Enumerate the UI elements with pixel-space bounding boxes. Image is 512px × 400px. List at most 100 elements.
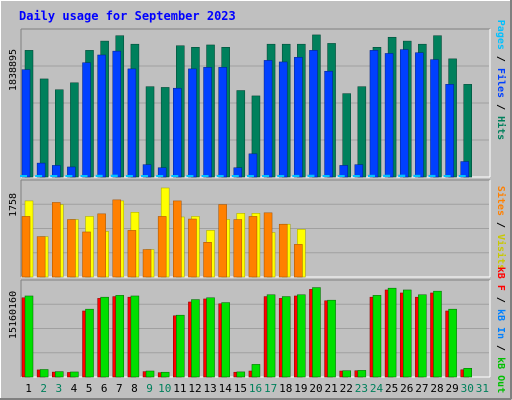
bar-pages bbox=[246, 175, 254, 177]
x-tick-label: 6 bbox=[101, 382, 108, 395]
bar-kb-out bbox=[448, 308, 457, 378]
bar-sites bbox=[294, 244, 303, 278]
bar-files bbox=[82, 62, 91, 178]
bar-sites bbox=[173, 200, 182, 278]
x-tick-label: 2 bbox=[40, 382, 47, 395]
bar-sites bbox=[82, 231, 91, 278]
x-tick-label: 9 bbox=[146, 382, 153, 395]
bar-kb-out bbox=[236, 371, 246, 378]
bar-hits bbox=[342, 93, 351, 178]
bar-pages bbox=[277, 174, 285, 177]
bar-sites bbox=[248, 216, 258, 278]
x-tick-label: 14 bbox=[219, 382, 233, 395]
panel-hits-files-pages bbox=[20, 28, 491, 178]
bar-kb-out bbox=[55, 371, 64, 378]
x-tick-label: 24 bbox=[370, 382, 384, 395]
bar-files bbox=[218, 67, 227, 178]
bar-hits bbox=[55, 89, 64, 178]
bar-pages bbox=[20, 175, 27, 177]
bar-kb-out bbox=[387, 287, 397, 378]
legend-part: kB Out bbox=[495, 357, 506, 393]
bar-kb-out bbox=[342, 370, 351, 378]
bar-hits bbox=[357, 86, 367, 178]
bar-pages bbox=[458, 175, 466, 177]
x-tick-label: 23 bbox=[355, 382, 368, 395]
bar-kb-out bbox=[24, 295, 34, 378]
bar-kb-out bbox=[191, 299, 200, 378]
bar-files bbox=[324, 70, 333, 178]
legend-part: Hits bbox=[495, 116, 507, 140]
x-tick-label: 16 bbox=[249, 382, 262, 395]
bar-pages bbox=[156, 175, 164, 177]
bar-kb-out bbox=[160, 371, 170, 378]
bar-kb-out bbox=[115, 295, 125, 378]
x-tick-label: 10 bbox=[158, 382, 171, 395]
bar-pages bbox=[367, 174, 375, 177]
bar-pages bbox=[322, 174, 330, 177]
bar-kb-out bbox=[418, 294, 427, 378]
bar-hits bbox=[70, 82, 79, 178]
x-tick-label: 27 bbox=[415, 382, 428, 395]
x-axis-day-labels: 1 2 3 4 5 6 7 8 9 10 11 12 13 14 15 16 17 18 19 20 21 22 23 24 2… bbox=[25, 382, 489, 395]
y-axis-max-labels: 1838895 1758 15160160 bbox=[8, 49, 19, 339]
bar-pages bbox=[50, 175, 58, 177]
x-tick-label: 20 bbox=[309, 382, 322, 395]
bar-sites bbox=[218, 204, 227, 278]
chart-title: Daily usage for September 2023 bbox=[19, 9, 236, 23]
bar-kb-out bbox=[221, 302, 230, 378]
bar-pages bbox=[352, 175, 360, 177]
bar-pages bbox=[125, 175, 133, 177]
legend-part: Pages bbox=[495, 20, 506, 50]
bar-sites bbox=[142, 249, 152, 278]
y-axis-max-label: 1838895 bbox=[8, 49, 19, 91]
bar-kb-out bbox=[100, 296, 109, 378]
bar-files bbox=[112, 50, 122, 178]
bar-sites bbox=[52, 202, 61, 278]
x-tick-label: 22 bbox=[340, 382, 353, 395]
bar-kb-out bbox=[145, 370, 155, 378]
bar-sites bbox=[203, 242, 212, 278]
bar-files bbox=[278, 61, 288, 178]
y-axis-max-label: 15160160 bbox=[8, 291, 19, 339]
bar-hits bbox=[39, 78, 49, 178]
bar-sites bbox=[263, 212, 273, 278]
panel-visits-sites bbox=[20, 179, 491, 278]
bar-kb-out bbox=[130, 295, 140, 378]
bar-kb-out bbox=[266, 294, 276, 378]
bar-kb-out bbox=[372, 295, 382, 378]
bar-kb-out bbox=[402, 289, 412, 378]
bar-kb-out bbox=[70, 371, 79, 378]
bar-files bbox=[399, 49, 409, 178]
x-tick-label: 17 bbox=[264, 382, 277, 395]
bar-pages bbox=[110, 174, 118, 177]
legend-part: Files bbox=[495, 68, 507, 98]
bar-pages bbox=[201, 175, 209, 177]
bar-files bbox=[127, 68, 137, 178]
bar-pages bbox=[95, 174, 103, 177]
bar-files bbox=[263, 60, 273, 178]
bar-files bbox=[309, 50, 318, 178]
x-tick-label: 18 bbox=[279, 382, 292, 395]
bar-kb-out bbox=[39, 369, 49, 378]
x-tick-label: 25 bbox=[385, 382, 398, 395]
bar-kb-out bbox=[281, 296, 291, 378]
bar-hits bbox=[160, 87, 170, 178]
bar-kb-out bbox=[176, 314, 185, 378]
bar-pages bbox=[171, 175, 179, 177]
bar-kb-out bbox=[327, 299, 336, 378]
x-tick-label: 3 bbox=[56, 382, 63, 395]
x-tick-label: 21 bbox=[325, 382, 338, 395]
x-tick-label: 26 bbox=[400, 382, 413, 395]
bar-pages bbox=[413, 174, 421, 177]
bar-sites bbox=[157, 216, 167, 278]
bar-files bbox=[369, 50, 379, 178]
bar-kb-out bbox=[206, 297, 215, 378]
y-axis-max-label: 1758 bbox=[8, 193, 19, 217]
bar-files bbox=[415, 52, 424, 178]
x-tick-label: 28 bbox=[430, 382, 443, 395]
bar-pages bbox=[262, 174, 270, 177]
bar-sites bbox=[36, 236, 46, 278]
x-tick-label: 4 bbox=[71, 382, 78, 395]
bar-pages bbox=[292, 174, 300, 177]
